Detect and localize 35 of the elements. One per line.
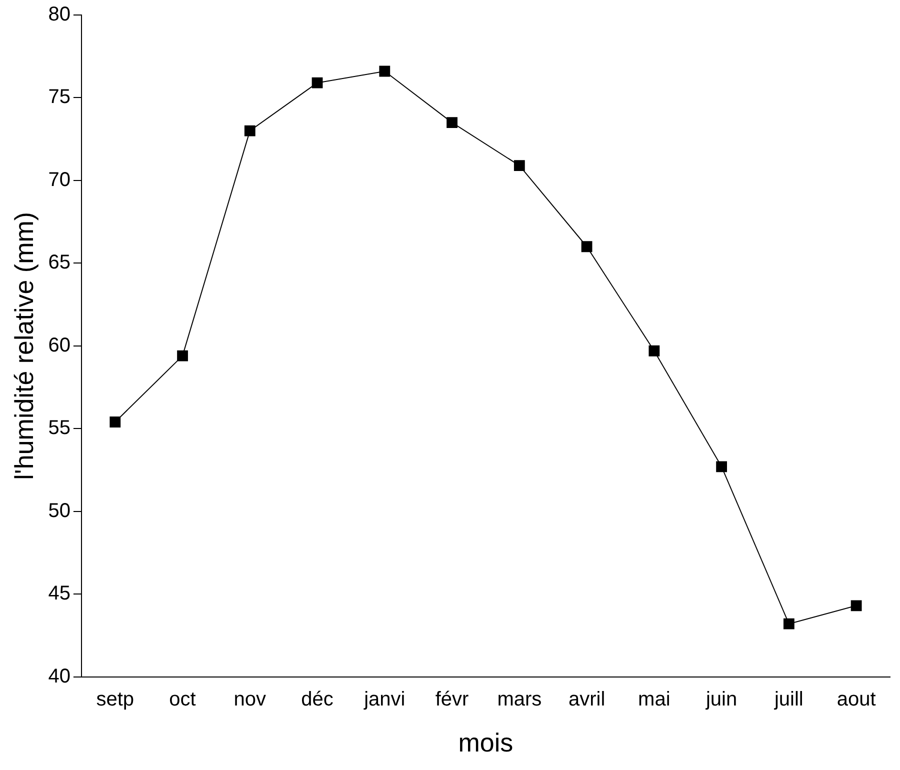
x-tick-label: févr	[435, 688, 470, 710]
y-tick-label: 70	[48, 168, 70, 191]
point	[783, 618, 794, 630]
x-tick-label: oct	[169, 688, 196, 710]
y-axis-title: l'humidité relative (mm)	[8, 212, 39, 480]
x-tick-label: mai	[638, 688, 670, 710]
y-tick-label: 80	[48, 4, 70, 26]
point	[648, 345, 660, 356]
x-tick-label: juin	[704, 688, 738, 710]
point	[110, 416, 121, 428]
x-tick-label: aout	[836, 688, 876, 710]
point	[379, 66, 390, 77]
x-tick-label: avril	[568, 688, 606, 710]
y-tick-label: 45	[48, 582, 70, 605]
x-tick-label: nov	[234, 688, 266, 710]
y-tick-label: 50	[48, 500, 70, 522]
point	[716, 461, 727, 472]
x-tick-label: mars	[497, 688, 542, 710]
point	[446, 117, 458, 128]
x-tick-label: setp	[96, 688, 134, 710]
point	[244, 125, 256, 136]
x-tick-label: janvi	[363, 688, 406, 710]
point	[581, 241, 592, 252]
y-tick-label: 40	[48, 665, 70, 688]
x-tick-label: déc	[301, 688, 334, 710]
x-tick-label: juill	[773, 688, 804, 710]
y-tick-label: 75	[48, 86, 70, 108]
point	[177, 350, 188, 362]
point	[850, 600, 862, 612]
point	[312, 77, 323, 88]
y-tick-label: 60	[48, 334, 70, 356]
point	[514, 160, 525, 172]
x-axis-title: mois	[458, 728, 514, 758]
y-tick-label: 65	[48, 252, 70, 274]
y-tick-label: 55	[48, 417, 70, 440]
